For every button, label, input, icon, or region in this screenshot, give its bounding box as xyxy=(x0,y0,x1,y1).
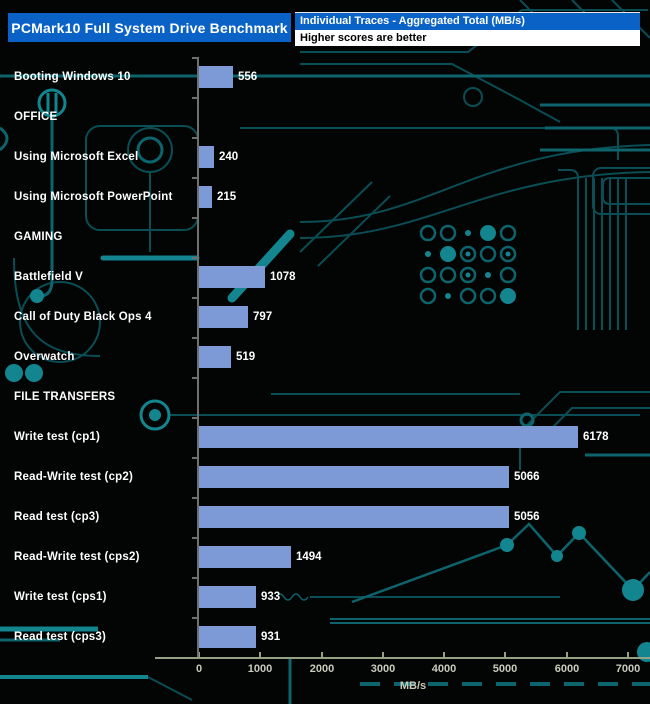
bar-row: Read-Write test (cps2) 1494 xyxy=(0,537,650,577)
y-axis-tick xyxy=(192,57,198,59)
trace-label: Booting Windows 10 xyxy=(14,71,131,83)
y-axis-tick xyxy=(192,137,198,139)
value-bar xyxy=(199,626,256,648)
bar-row: Write test (cp1) 6178 xyxy=(0,417,650,457)
bar-row: Write test (cps1) 933 xyxy=(0,577,650,617)
x-axis-tick xyxy=(566,652,568,657)
legend: Individual Traces - Aggregated Total (MB… xyxy=(295,13,640,46)
y-axis-tick xyxy=(192,457,198,459)
x-axis-tick xyxy=(443,652,445,657)
value-bar xyxy=(199,426,578,448)
trace-label: Using Microsoft Excel xyxy=(14,151,139,163)
bar-value-label: 6178 xyxy=(583,431,609,443)
trace-label: Read-Write test (cp2) xyxy=(14,471,134,483)
legend-note: Higher scores are better xyxy=(295,30,640,46)
x-axis-tick xyxy=(504,652,506,657)
category-row: OFFICE xyxy=(0,97,650,137)
x-axis-tick-label: 6000 xyxy=(554,663,580,675)
category-label: FILE TRANSFERS xyxy=(14,391,116,403)
y-axis-tick xyxy=(192,177,198,179)
x-axis-tick xyxy=(382,652,384,657)
value-bar xyxy=(199,546,291,568)
bar-row: Using Microsoft PowerPoint 215 xyxy=(0,177,650,217)
trace-label: Overwatch xyxy=(14,351,75,363)
trace-label: Using Microsoft PowerPoint xyxy=(14,191,173,203)
bar-row: Using Microsoft Excel 240 xyxy=(0,137,650,177)
x-axis-line xyxy=(155,657,650,659)
bar-row: Battlefield V 1078 xyxy=(0,257,650,297)
value-bar xyxy=(199,266,265,288)
category-row: FILE TRANSFERS xyxy=(0,377,650,417)
bar-value-label: 5056 xyxy=(514,511,540,523)
value-bar xyxy=(199,186,212,208)
bar-value-label: 1494 xyxy=(296,551,322,563)
bar-value-label: 556 xyxy=(238,71,258,83)
value-bar xyxy=(199,306,248,328)
trace-label: Battlefield V xyxy=(14,271,84,283)
y-axis-tick xyxy=(192,337,198,339)
x-axis-tick-label: 4000 xyxy=(431,663,457,675)
x-axis-tick-label: 0 xyxy=(195,663,203,675)
bar-row: Read test (cp3) 5056 xyxy=(0,497,650,537)
trace-label: Write test (cps1) xyxy=(14,591,107,603)
y-axis-tick xyxy=(192,377,198,379)
trace-label: Read test (cp3) xyxy=(14,511,100,523)
x-axis-tick xyxy=(627,652,629,657)
x-axis-tick-label: 1000 xyxy=(247,663,273,675)
y-axis-line xyxy=(197,57,199,658)
bar-row: Read test (cps3) 931 xyxy=(0,617,650,657)
y-axis-tick xyxy=(192,577,198,579)
trace-label: Read test (cps3) xyxy=(14,631,107,643)
trace-label: Call of Duty Black Ops 4 xyxy=(14,311,152,323)
y-axis-tick xyxy=(192,617,198,619)
bar-value-label: 797 xyxy=(253,311,273,323)
y-axis-tick xyxy=(192,257,198,259)
bar-row: Read-Write test (cp2) 5066 xyxy=(0,457,650,497)
bar-value-label: 931 xyxy=(261,631,281,643)
category-label: OFFICE xyxy=(14,111,58,123)
y-axis-tick xyxy=(192,497,198,499)
category-label: GAMING xyxy=(14,231,63,243)
bar-row: Booting Windows 10 556 xyxy=(0,57,650,97)
x-axis-tick-label: 5000 xyxy=(492,663,518,675)
trace-label: Write test (cp1) xyxy=(14,431,101,443)
value-bar xyxy=(199,466,509,488)
category-row: GAMING xyxy=(0,217,650,257)
x-axis-title: MB/s xyxy=(399,680,427,692)
x-axis-tick-label: 3000 xyxy=(370,663,396,675)
trace-label: Read-Write test (cps2) xyxy=(14,551,140,563)
x-axis-tick xyxy=(198,652,200,657)
value-bar xyxy=(199,586,256,608)
bar-row: Overwatch 519 xyxy=(0,337,650,377)
chart-title: PCMark10 Full System Drive Benchmark xyxy=(8,13,291,42)
bar-value-label: 5066 xyxy=(514,471,540,483)
value-bar xyxy=(199,66,233,88)
y-axis-tick xyxy=(192,97,198,99)
value-bar xyxy=(199,346,231,368)
x-axis-tick xyxy=(321,652,323,657)
y-axis-tick xyxy=(192,417,198,419)
value-bar xyxy=(199,506,509,528)
y-axis-tick xyxy=(192,537,198,539)
value-bar xyxy=(199,146,214,168)
bar-value-label: 240 xyxy=(219,151,239,163)
x-axis-tick-label: 7000 xyxy=(615,663,641,675)
bar-row: Call of Duty Black Ops 4 797 xyxy=(0,297,650,337)
bar-value-label: 1078 xyxy=(270,271,296,283)
bar-value-label: 933 xyxy=(261,591,281,603)
y-axis-tick xyxy=(192,297,198,299)
bar-value-label: 519 xyxy=(236,351,256,363)
y-axis-tick xyxy=(192,217,198,219)
bar-value-label: 215 xyxy=(217,191,237,203)
legend-series-label: Individual Traces - Aggregated Total (MB… xyxy=(295,13,640,30)
x-axis-tick xyxy=(259,652,261,657)
x-axis-tick-label: 2000 xyxy=(309,663,335,675)
